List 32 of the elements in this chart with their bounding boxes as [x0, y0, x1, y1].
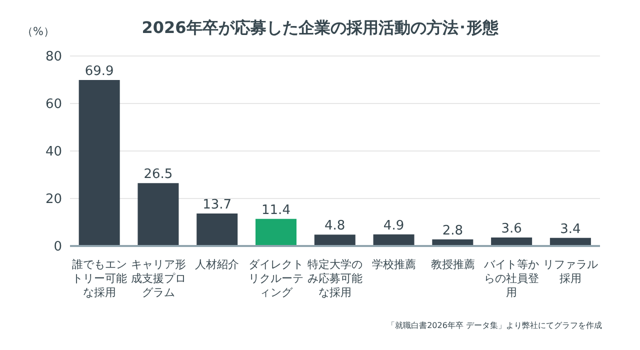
y-tick-label: 40	[45, 144, 62, 160]
data-label: 4.8	[324, 218, 346, 234]
data-label: 26.5	[144, 167, 173, 182]
data-label: 4.9	[383, 218, 404, 234]
x-tick-label: ダイレクトリクルーティング	[248, 258, 305, 300]
data-label: 2.8	[442, 223, 464, 238]
x-tick-label: リファラル採用	[542, 258, 600, 286]
x-tick-label: 特定大学のみ応募可能な採用	[306, 258, 364, 300]
data-label: 69.9	[84, 64, 114, 79]
x-tick-label: 教授推薦	[430, 258, 476, 272]
x-tick-label: バイト等からの社員登用	[483, 258, 540, 300]
chart-title: 2026年卒が応募した企業の採用活動の方法･形態	[142, 18, 498, 37]
bar	[138, 183, 179, 246]
y-axis-title: （%）	[22, 24, 54, 39]
y-tick-label: 0	[54, 240, 62, 255]
x-tick-label: キャリア形成支援プログラム	[130, 258, 187, 300]
x-tick-label: 学校推薦	[370, 258, 417, 272]
bar	[256, 218, 296, 246]
x-tick-label: 人材紹介	[194, 258, 240, 272]
x-tick-label: 誰でもエントリー可能な採用	[70, 258, 128, 300]
y-tick-label: 60	[45, 97, 62, 112]
bar	[373, 234, 414, 246]
bar	[196, 213, 238, 246]
data-label: 11.4	[262, 202, 290, 218]
text: 「就職白書2026年卒 データ集」より弊社にてグラフを作成	[387, 320, 602, 331]
data-label: 13.7	[202, 197, 232, 212]
data-label: 3.6	[501, 221, 522, 236]
data-label: 3.4	[560, 222, 581, 237]
bar	[314, 234, 356, 246]
bar	[78, 80, 120, 246]
y-tick-label: 80	[45, 50, 62, 65]
y-tick-label: 20	[45, 192, 62, 208]
